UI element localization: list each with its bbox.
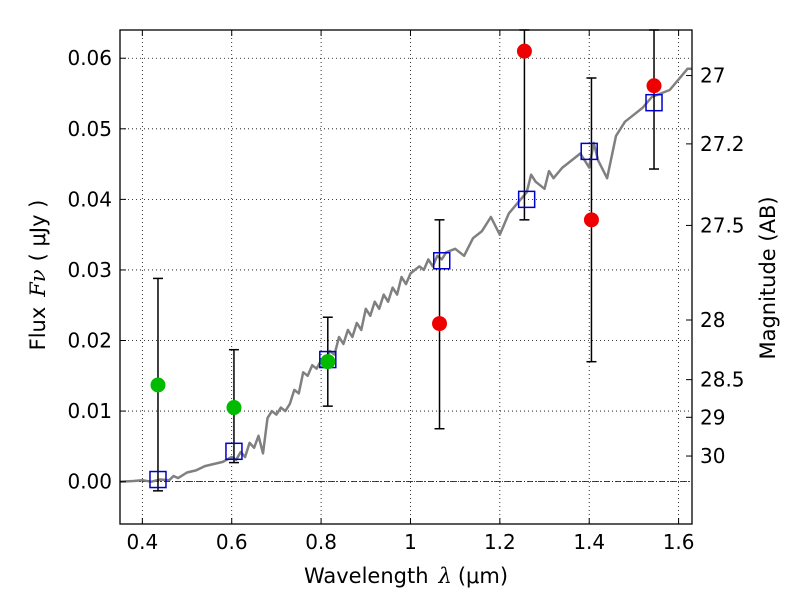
x-tick-label: 1.6 <box>663 530 695 554</box>
axes-frame <box>119 29 693 525</box>
y2-tick-label: 27.5 <box>700 213 745 237</box>
model-photometry-square <box>645 93 663 112</box>
grid-lines <box>120 30 692 524</box>
y2-tick-label: 30 <box>700 444 725 468</box>
model-photometry-square <box>517 190 536 209</box>
red-data-point <box>583 212 599 228</box>
model-photometry-square <box>225 442 243 461</box>
green-data-point <box>320 354 336 370</box>
y2-tick-label: 28.5 <box>700 368 745 392</box>
model-spectrum-line <box>120 67 692 483</box>
y-tick-label: 0.00 <box>67 470 112 494</box>
y-tick-label: 0.02 <box>67 329 112 353</box>
y2-tick-label: 27.2 <box>700 132 745 156</box>
y2-axis-label: Magnitude (AB) <box>756 196 780 359</box>
model-photometry-square <box>580 142 598 161</box>
model-photometry-square <box>149 470 167 489</box>
x-tick-label: 0.6 <box>216 530 248 554</box>
x-tick-label: 1.4 <box>573 530 605 554</box>
y-tick-label: 0.04 <box>67 187 112 211</box>
green-data-point <box>226 400 242 416</box>
x-axis-label: Wavelength λ (μm) <box>304 564 508 588</box>
y-tick-label: 0.06 <box>67 46 112 70</box>
x-tick-label: 1 <box>404 530 417 554</box>
plot-area <box>120 29 692 492</box>
x-tick-label: 1.2 <box>484 530 516 554</box>
axes: 0.4 0.6 0.8 1 1.2 1.4 1.6 0.00 0.01 0.02 0.03 0.04 0… <box>67 29 745 554</box>
y-tick-label: 0.05 <box>67 117 112 141</box>
x-tick-label: 0.8 <box>305 530 337 554</box>
y2-tick-label: 28 <box>700 308 725 332</box>
red-data-point <box>646 78 662 94</box>
x-tick-label: 0.4 <box>126 530 158 554</box>
y2-tick-label: 27 <box>700 64 725 88</box>
red-data-point <box>432 316 448 332</box>
model-photometry-square <box>433 252 451 270</box>
y-tick-label: 0.03 <box>67 258 112 282</box>
y2-tick-label: 29 <box>700 405 725 429</box>
green-data-point <box>150 377 166 393</box>
y-tick-label: 0.01 <box>67 399 112 423</box>
y-axis-label: FluxFν( μJy ) <box>26 200 50 351</box>
red-data-point <box>516 43 532 59</box>
